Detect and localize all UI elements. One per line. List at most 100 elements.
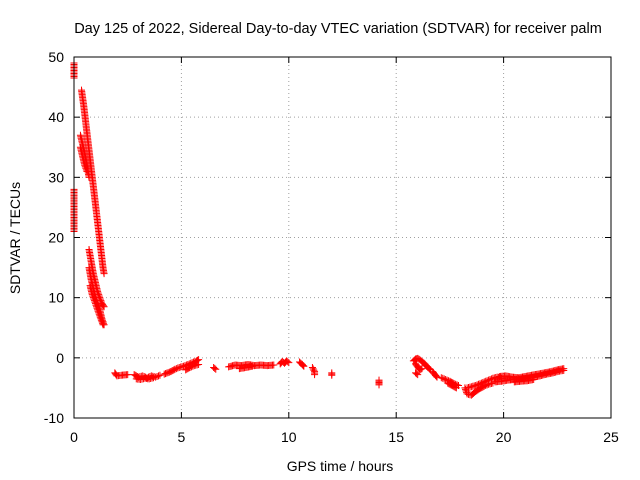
data-point [89, 294, 97, 302]
data-point [98, 318, 106, 326]
data-point [99, 302, 107, 310]
y-tick-label: 30 [48, 169, 64, 185]
data-point [417, 365, 425, 373]
data-point [248, 362, 256, 370]
y-tick-label: 40 [48, 109, 64, 125]
x-tick-label: 10 [281, 429, 297, 445]
data-point [82, 164, 90, 172]
y-tick-label: 50 [48, 49, 64, 65]
data-point [95, 309, 103, 317]
data-point [91, 300, 99, 308]
data-point [375, 381, 383, 389]
data-point [479, 379, 487, 387]
data-point [81, 161, 89, 169]
data-point [88, 291, 96, 299]
data-point [482, 377, 490, 385]
data-point [94, 306, 102, 314]
x-axis-label: GPS time / hours [287, 458, 394, 474]
data-point [186, 363, 194, 371]
data-point [285, 359, 293, 367]
data-point [90, 295, 98, 303]
data-point [93, 303, 101, 311]
y-axis-label: SDTVAR / TECUs [7, 182, 23, 294]
y-tick-label: 0 [56, 350, 64, 366]
data-point [472, 382, 480, 390]
data-point [153, 372, 161, 380]
chart-title: Day 125 of 2022, Sidereal Day-to-day VTE… [74, 21, 602, 37]
data-point [480, 378, 488, 386]
y-tick-label: -10 [44, 410, 64, 426]
data-point [433, 373, 441, 381]
x-tick-label: 5 [178, 429, 186, 445]
x-tick-label: 0 [70, 429, 78, 445]
data-point [476, 380, 484, 388]
data-point [530, 375, 538, 383]
data-point [82, 166, 90, 174]
x-tick-label: 25 [603, 429, 619, 445]
data-point [485, 376, 493, 384]
data-point [443, 376, 451, 384]
data-point [154, 372, 162, 380]
data-point [174, 364, 182, 372]
data-point [439, 374, 447, 382]
data-point [97, 316, 105, 324]
data-point [95, 310, 103, 318]
data-point [92, 301, 100, 309]
data-point [98, 319, 106, 327]
data-point [284, 358, 292, 366]
data-point [124, 371, 132, 379]
data-point [99, 321, 107, 329]
data-point [432, 371, 440, 379]
data-point [81, 163, 89, 171]
data-point [437, 374, 445, 382]
data-point [94, 307, 102, 315]
data-point [311, 371, 319, 379]
data-point [414, 371, 422, 379]
axes: 0 5 10 15 20 25 -10 0 10 20 30 40 50 [44, 49, 619, 445]
data-point [149, 374, 157, 382]
data-point [96, 313, 104, 321]
data-point [299, 361, 307, 369]
data-point [473, 381, 481, 389]
data-point [187, 363, 195, 371]
data-point [93, 304, 101, 312]
data-point [181, 362, 189, 370]
data-point [270, 361, 278, 369]
data-point [486, 375, 494, 383]
data-point [328, 371, 336, 379]
data-point [483, 377, 491, 385]
data-point [211, 364, 219, 372]
data-point [156, 371, 164, 379]
data-point [96, 312, 104, 320]
data-point [440, 375, 448, 383]
data-point [89, 292, 97, 300]
data-point [300, 362, 308, 370]
data-point [475, 380, 483, 388]
data-point [413, 370, 421, 378]
data-point [83, 167, 91, 175]
data-point [85, 173, 93, 181]
y-tick-label: 20 [48, 230, 64, 246]
data-point [418, 365, 426, 373]
data-point [195, 360, 203, 368]
data-point [90, 297, 98, 305]
data-point [477, 379, 485, 387]
data-point [310, 366, 318, 374]
x-tick-label: 20 [496, 429, 512, 445]
data-point [189, 362, 197, 370]
data-points [70, 59, 568, 399]
data-point [298, 361, 306, 369]
data-point [432, 372, 440, 380]
data-point [452, 384, 460, 392]
grid [74, 57, 611, 418]
data-point [97, 315, 105, 323]
data-point [91, 298, 99, 306]
data-point [212, 365, 220, 373]
data-point [180, 362, 188, 370]
data-point [451, 383, 459, 391]
data-point [171, 365, 179, 373]
data-point [487, 375, 495, 383]
data-point [560, 365, 568, 373]
data-point [100, 270, 108, 278]
